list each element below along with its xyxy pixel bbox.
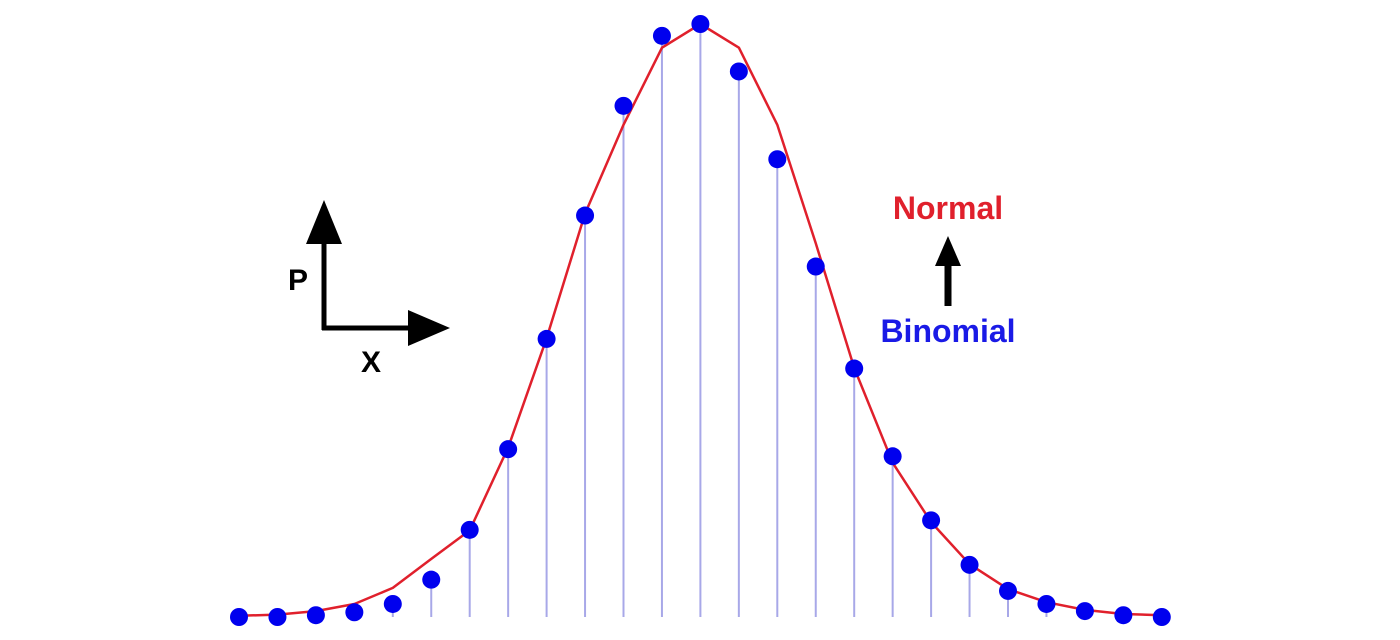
binomial-point [729,62,748,81]
binomial-point [652,26,671,45]
y-axis-label: P [288,264,308,297]
binomial-point [460,520,479,539]
binomial-point [883,447,902,466]
binomial-point [1037,594,1056,613]
binomial-point [1075,602,1094,621]
approximation-annotation: Normal Binomial [880,190,1015,349]
binomial-point [614,96,633,115]
binomial-point [1114,606,1133,625]
binomial-point [768,150,787,169]
binomial-point [922,511,941,530]
axes-glyph: P X [288,200,450,379]
binomial-point [499,440,518,459]
binomial-point [306,606,325,625]
binomial-point [1152,608,1171,626]
up-arrow-icon [935,236,961,266]
binomial-point [576,206,595,225]
y-arrow-head-icon [306,200,342,244]
stem-lines [314,24,1125,617]
x-axis-label: X [361,346,381,379]
binomial-point [691,15,710,33]
binomial-point [845,359,864,378]
x-arrow-head-icon [408,310,450,346]
normal-label: Normal [893,190,1003,226]
binomial-points [230,15,1171,626]
binomial-point [383,594,402,613]
binomial-point [537,329,556,348]
binomial-point [230,608,248,626]
binomial-point [806,257,825,276]
binomial-label: Binomial [880,313,1015,349]
binomial-point [422,570,441,589]
binomial-point [268,608,287,626]
binomial-point [999,581,1017,600]
binomial-point [345,603,364,622]
binomial-point [960,555,979,574]
